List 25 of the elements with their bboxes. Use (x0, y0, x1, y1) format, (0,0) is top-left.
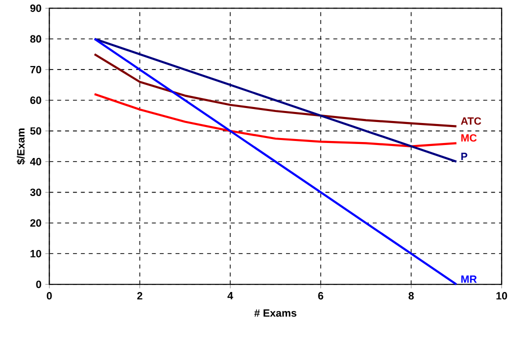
x-tick-label: 4 (227, 292, 234, 300)
series-label: MR (461, 276, 477, 283)
x-tick-label: 2 (137, 292, 142, 300)
line-series (93, 38, 458, 163)
y-tick-label: 0 (36, 280, 42, 288)
x-axis-title: # Exams (254, 310, 296, 317)
x-tick-label: 0 (46, 292, 52, 300)
y-tick-label: 30 (30, 188, 42, 196)
x-tick-label: 6 (318, 292, 324, 300)
line-series (93, 53, 458, 128)
line-series (93, 93, 458, 148)
y-tick-label: 60 (30, 96, 42, 104)
series-label: ATC (460, 118, 482, 125)
x-tick-label: 8 (408, 292, 414, 300)
y-axis-title: $/Exam (16, 128, 26, 165)
series-label: MC (461, 134, 477, 142)
y-tick-label: 80 (30, 35, 42, 43)
y-tick-label: 90 (30, 4, 42, 12)
y-tick-label: 40 (30, 158, 42, 166)
y-tick-label: 10 (30, 250, 42, 258)
y-tick-label: 50 (30, 127, 42, 135)
series-label: P (461, 152, 468, 160)
x-tick-label: 10 (496, 292, 508, 300)
y-tick-label: 70 (30, 66, 42, 74)
y-tick-label: 20 (30, 219, 42, 227)
